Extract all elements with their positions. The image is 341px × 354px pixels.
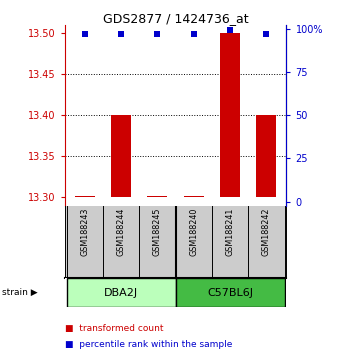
Bar: [147, 196, 167, 197]
Bar: [184, 196, 204, 197]
Title: GDS2877 / 1424736_at: GDS2877 / 1424736_at: [103, 12, 249, 25]
Text: GSM188243: GSM188243: [80, 208, 89, 256]
Point: [82, 31, 88, 36]
Bar: [66, 278, 176, 308]
Point: [227, 28, 233, 33]
Text: GSM188245: GSM188245: [153, 208, 162, 256]
Bar: [256, 115, 277, 197]
Point: [191, 31, 196, 36]
Point: [264, 31, 269, 36]
Bar: [176, 278, 285, 308]
Bar: [220, 33, 240, 197]
Text: GSM188240: GSM188240: [189, 208, 198, 256]
Text: GSM188242: GSM188242: [262, 208, 271, 256]
Point: [155, 31, 160, 36]
Text: C57BL6J: C57BL6J: [207, 288, 253, 298]
Text: ■  percentile rank within the sample: ■ percentile rank within the sample: [65, 341, 232, 349]
Text: GSM188241: GSM188241: [226, 208, 235, 256]
Bar: [75, 196, 95, 197]
Text: strain ▶: strain ▶: [2, 288, 37, 297]
Text: DBA2J: DBA2J: [104, 288, 138, 298]
Text: GSM188244: GSM188244: [117, 208, 125, 256]
Point: [118, 31, 124, 36]
Bar: [111, 115, 131, 197]
Text: ■  transformed count: ■ transformed count: [65, 324, 163, 333]
